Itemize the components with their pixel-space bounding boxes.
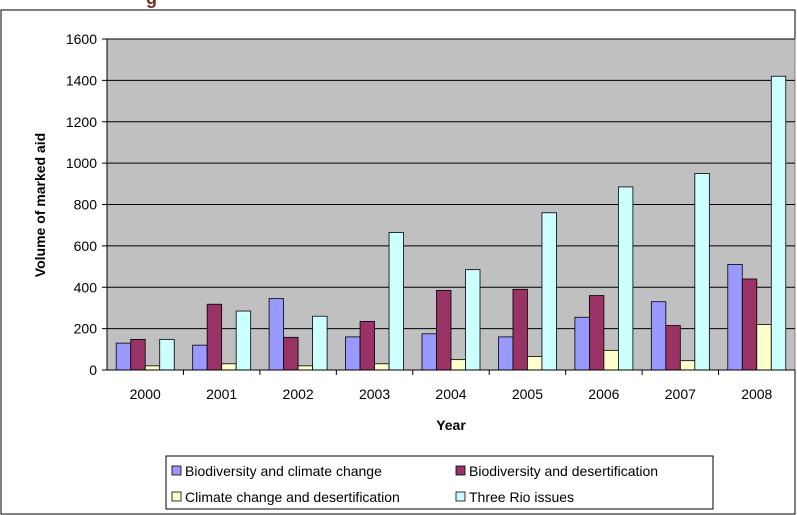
bar bbox=[741, 278, 758, 371]
bar bbox=[603, 349, 619, 371]
bar bbox=[421, 333, 437, 371]
bar bbox=[465, 269, 481, 371]
bar bbox=[374, 363, 390, 371]
header-fragment: g bbox=[146, 0, 157, 8]
legend-label: Three Rio issues bbox=[469, 489, 574, 505]
x-tick-label: 2007 bbox=[665, 386, 696, 402]
bar bbox=[512, 288, 528, 371]
bar bbox=[192, 344, 208, 371]
bar bbox=[727, 264, 743, 371]
x-tick-label: 2001 bbox=[206, 386, 237, 402]
y-axis-title: Volume of marked aid bbox=[32, 133, 48, 277]
y-tick-label: 200 bbox=[74, 321, 98, 337]
legend-label: Biodiversity and desertification bbox=[469, 463, 658, 479]
x-tick-label: 2002 bbox=[283, 386, 314, 402]
x-tick-label: 2008 bbox=[741, 386, 772, 402]
y-tick-label: 1600 bbox=[66, 31, 97, 47]
bar bbox=[450, 359, 466, 371]
bar bbox=[221, 363, 237, 371]
legend-swatch bbox=[455, 465, 466, 476]
bar bbox=[436, 289, 452, 371]
y-tick-label: 1000 bbox=[66, 155, 97, 171]
x-axis-title: Year bbox=[436, 417, 466, 433]
x-tick-label: 2003 bbox=[359, 386, 390, 402]
bar bbox=[345, 336, 361, 371]
bar bbox=[283, 336, 299, 371]
y-tick-label: 0 bbox=[89, 362, 97, 378]
bar bbox=[312, 315, 328, 371]
legend-swatch bbox=[171, 465, 182, 476]
bar bbox=[617, 186, 634, 371]
header-strip bbox=[0, 0, 797, 9]
bar bbox=[206, 303, 223, 371]
bar bbox=[130, 338, 146, 371]
legend-label: Biodiversity and climate change bbox=[185, 463, 382, 479]
bar bbox=[159, 338, 175, 371]
bar bbox=[498, 336, 514, 371]
y-tick-label: 800 bbox=[74, 197, 98, 213]
x-tick-label: 2004 bbox=[435, 386, 466, 402]
legend-label: Climate change and desertification bbox=[185, 489, 400, 505]
bar bbox=[770, 75, 787, 371]
x-tick-label: 2005 bbox=[512, 386, 543, 402]
bar bbox=[235, 310, 252, 371]
gridlines bbox=[107, 38, 795, 330]
bar bbox=[115, 342, 132, 371]
y-axis-ticks: 0 200 400 600 800 1000 1200 1400 1600 bbox=[66, 31, 107, 378]
x-axis-ticks: 2000 2001 2002 2003 2004 2005 2006 2007 2008 bbox=[130, 370, 796, 402]
bar bbox=[574, 316, 590, 371]
bar bbox=[665, 325, 681, 371]
y-tick-label: 1200 bbox=[66, 114, 97, 130]
bar bbox=[359, 320, 375, 371]
bar bbox=[756, 324, 772, 371]
bar bbox=[388, 232, 404, 371]
bar bbox=[297, 365, 314, 371]
legend-swatch bbox=[455, 491, 466, 502]
bar bbox=[650, 301, 667, 371]
legend: Biodiversity and climate change Biodivers… bbox=[171, 463, 658, 505]
bar bbox=[144, 365, 161, 371]
y-tick-label: 1400 bbox=[66, 72, 97, 88]
y-tick-label: 600 bbox=[74, 238, 98, 254]
bar bbox=[268, 298, 285, 371]
x-tick-label: 2000 bbox=[130, 386, 161, 402]
bars bbox=[115, 75, 787, 371]
x-tick-label: 2006 bbox=[588, 386, 619, 402]
legend-swatch bbox=[171, 491, 182, 502]
legend-box bbox=[165, 455, 714, 510]
bar bbox=[694, 173, 710, 371]
bar bbox=[679, 360, 696, 371]
bar bbox=[541, 212, 557, 371]
bar bbox=[527, 356, 543, 371]
bar bbox=[588, 295, 605, 371]
y-tick-label: 400 bbox=[74, 279, 98, 295]
